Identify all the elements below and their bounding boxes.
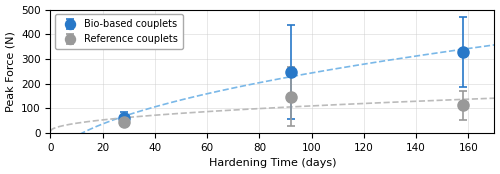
Legend: Bio-based couplets, Reference couplets: Bio-based couplets, Reference couplets <box>56 14 183 49</box>
X-axis label: Hardening Time (days): Hardening Time (days) <box>208 159 336 168</box>
Y-axis label: Peak Force (N): Peak Force (N) <box>6 31 16 112</box>
